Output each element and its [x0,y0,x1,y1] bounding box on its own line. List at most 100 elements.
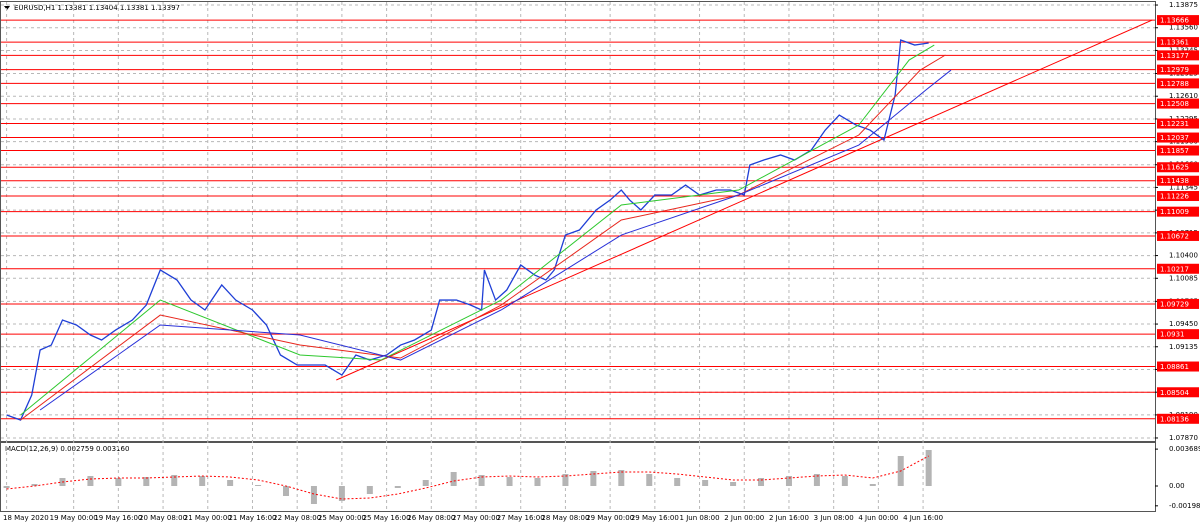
x-tick-label: 29 May 16:00 [631,514,679,522]
level-label-bg [1157,263,1199,274]
macd-bar [730,482,737,486]
y-tick-label: 1.10400 [1169,252,1198,260]
level-label: 1.13666 [1160,17,1189,25]
level-label: 1.11226 [1160,193,1189,201]
level-label-bg [1157,64,1199,75]
x-tick-label: 20 May 08:00 [139,514,187,522]
level-label: 1.11625 [1160,164,1189,172]
macd-bar [115,478,122,486]
macd-bar [450,472,457,486]
level-label: 1.08136 [1160,415,1189,423]
level-label-bg [1157,206,1199,217]
level-label: 1.13361 [1160,39,1189,47]
x-tick-label: 4 Jun 16:00 [903,514,943,522]
level-label-bg [1157,175,1199,186]
level-label: 1.12037 [1160,134,1189,142]
macd-title: MACD(12,26,9) 0.002759 0.003160 [5,445,129,453]
level-label: 1.11438 [1160,177,1189,185]
level-label-bg [1157,15,1199,26]
macd-bar [394,486,401,488]
macd-bar [338,486,345,501]
macd-bar [255,485,262,486]
macd-bar [758,478,765,486]
level-label-bg [1157,191,1199,202]
x-tick-label: 2 Jun 16:00 [769,514,809,522]
y-tick-label: 1.09450 [1169,320,1198,328]
macd-bar [785,476,792,486]
x-tick-label: 25 May 00:00 [318,514,366,522]
y-tick-label: 1.10085 [1169,274,1198,282]
macd-bar [87,476,94,486]
level-label-bg [1157,78,1199,89]
x-tick-label: 27 May 16:00 [497,514,545,522]
macd-bar [646,474,653,486]
y-tick-label: 1.13560 [1169,24,1198,32]
level-label-bg [1157,361,1199,372]
level-label-bg [1157,230,1199,241]
level-label: 1.10672 [1160,232,1189,240]
macd-bar [841,476,848,486]
level-label-bg [1157,162,1199,173]
macd-bar [422,480,429,486]
x-tick-label: 2 Jun 00:00 [724,514,764,522]
macd-bar [590,471,597,486]
x-tick-label: 21 May 16:00 [228,514,276,522]
macd-bar [702,480,709,486]
x-tick-label: 21 May 00:00 [184,514,232,522]
macd-frame [0,442,1156,512]
macd-bar [478,475,485,486]
level-label-bg [1157,329,1199,340]
level-label: 1.12508 [1160,100,1189,108]
level-label: 1.12788 [1160,80,1189,88]
macd-bar [506,477,513,486]
level-label-bg [1157,145,1199,156]
x-tick-label: 27 May 00:00 [452,514,500,522]
x-tick-label: 1 Jun 08:00 [680,514,720,522]
y-tick-label: 1.09135 [1169,343,1198,351]
level-label-bg [1157,118,1199,129]
level-label-bg [1157,98,1199,109]
level-label: 1.11857 [1160,147,1189,155]
x-tick-label: 4 Jun 00:00 [858,514,898,522]
y-tick-label: 0.00 [1169,482,1185,490]
level-label-bg [1157,132,1199,143]
x-tick-label: 25 May 16:00 [363,514,411,522]
macd-bar [618,470,625,486]
macd-bar [562,474,569,486]
macd-bar [227,480,234,486]
price-frame [0,1,1156,442]
macd-bar [366,486,373,494]
macd-bar [310,486,317,504]
x-tick-label: 19 May 00:00 [50,514,98,522]
macd-bar [199,476,206,486]
macd-bar [143,477,150,486]
level-label: 1.13177 [1160,52,1189,60]
moving-average [39,69,952,411]
x-tick-label: 3 Jun 08:00 [814,514,854,522]
macd-bar [869,484,876,486]
macd-bar [813,474,820,486]
macd-bar [925,450,932,486]
y-tick-label: 1.13875 [1169,1,1198,9]
macd-bar [171,475,178,486]
level-label: 1.11009 [1160,208,1189,216]
level-label: 1.08504 [1160,389,1189,397]
x-tick-label: 19 May 16:00 [94,514,142,522]
level-label: 1.10217 [1160,265,1189,273]
macd-bar [283,486,290,496]
level-label-bg [1157,50,1199,61]
level-label-bg [1157,37,1199,48]
x-tick-label: 18 May 2020 [3,514,49,522]
x-tick-label: 28 May 08:00 [541,514,589,522]
x-tick-label: 29 May 00:00 [586,514,634,522]
chart-title: EURUSD,H1 1.13381 1.13404 1.13381 1.1339… [14,4,180,12]
y-tick-label: 1.11345 [1169,183,1198,191]
level-label: 1.12231 [1160,120,1189,128]
y-tick-label: 1.12610 [1169,92,1198,100]
macd-layer: 0.003689 0.00 -0.001982 [3,445,1200,510]
x-tick-label: 22 May 08:00 [273,514,321,522]
y-tick-label: 0.003689 [1169,445,1200,453]
